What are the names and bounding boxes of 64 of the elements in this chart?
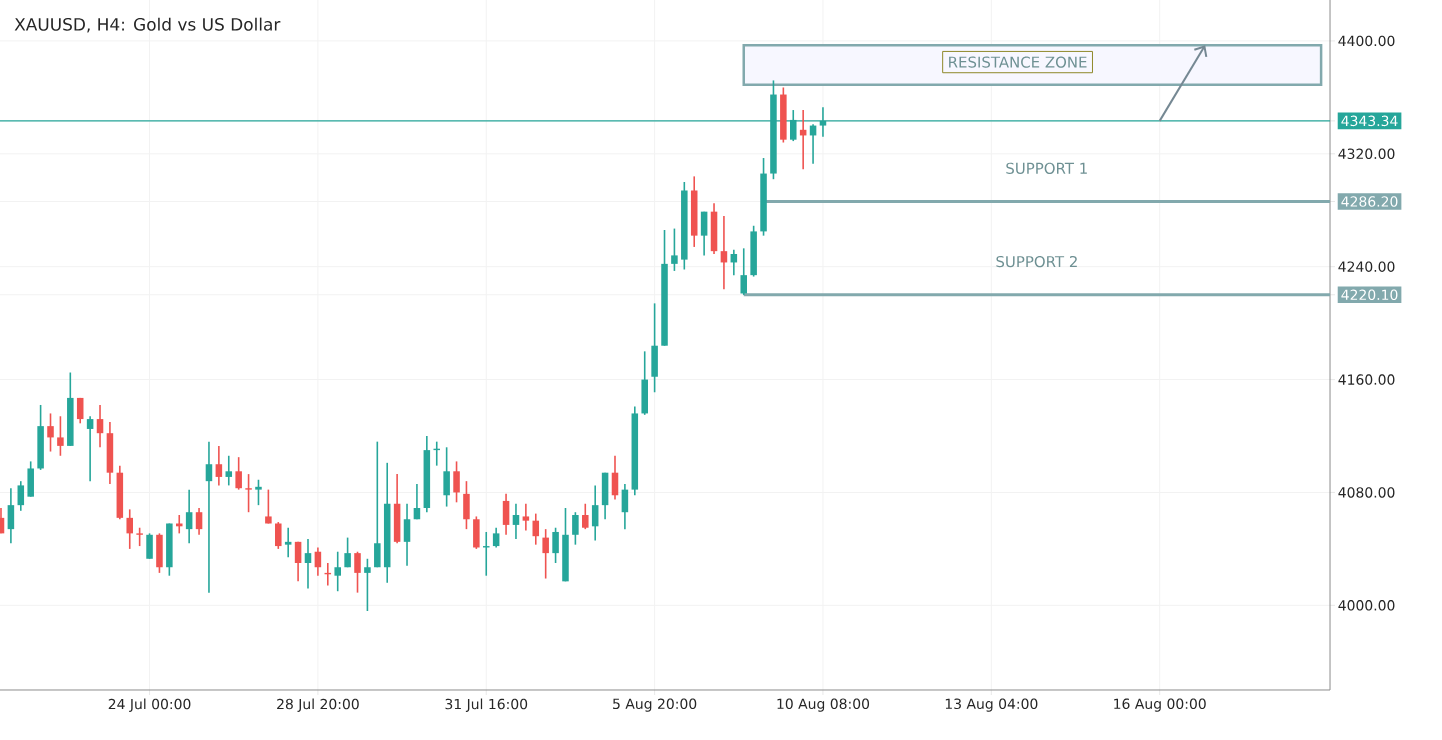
candlestick [96,404,104,449]
candlestick [582,502,589,530]
band-label: RESISTANCE ZONE [949,56,1087,68]
y-tick-label: 4080.00 [1338,487,1395,498]
y-tick-label: 4320.00 [1338,148,1395,160]
candlestick [245,473,252,514]
candlestick [126,508,133,550]
candlestick [591,484,599,542]
y-tick-label: 4160.00 [1338,374,1395,385]
candlestick [700,210,708,257]
candlestick [364,557,371,612]
candlestick [542,528,549,580]
candlestick [671,227,678,272]
y-tick-label: 4000.00 [1338,600,1395,611]
candlestick [136,526,143,547]
candlestick [284,526,292,559]
x-tick-label: 5 Aug 20:00 [613,698,697,712]
candlestick [47,412,54,453]
candlestick [334,550,341,593]
candlestick [512,502,520,540]
candlestick [502,493,510,536]
x-tick-label: 13 Aug 04:00 [945,698,1038,712]
candlestick [7,487,15,545]
candlestick [374,440,381,569]
x-tick-label: 24 Jul 00:00 [108,698,191,712]
candlestick [552,526,559,564]
candlestick [235,456,242,491]
candlestick [57,415,64,457]
y-tick-label: 4286.20 [1341,196,1398,207]
candlestick [275,521,282,550]
ref-line-label: SUPPORT 1 [1006,162,1087,174]
candlestick [175,514,183,535]
candlestick [294,541,302,583]
candlestick [195,507,203,536]
candlestick [740,247,748,296]
ref-line-label: SUPPORT 2 [996,255,1077,268]
x-tick-label: 16 Aug 00:00 [1114,698,1206,712]
candlestick [344,536,351,569]
x-tick-label: 31 Jul 16:00 [445,698,528,712]
candlestick [443,446,450,508]
candlestick [86,415,94,482]
candlestick [146,532,153,560]
candlestick [492,526,500,549]
x-tick-label: 10 Aug 08:00 [777,698,870,712]
candlestick [354,550,361,594]
candlestick [215,445,223,487]
y-tick-label: 4220.10 [1341,289,1398,301]
candlestick [403,502,411,567]
x-tick-label: 28 Jul 20:00 [277,698,359,712]
candlestick [205,440,213,594]
candlestick [17,480,25,512]
candlestick [255,478,262,506]
text: XAUUSD, H4: Gold vs US Dollar [14,17,281,33]
candlestick [265,488,272,525]
candlestick [225,454,233,487]
candlestick [185,488,193,545]
y-tick-label: 4343.34 [1341,115,1398,127]
y-tick-label: 4400.00 [1338,35,1395,47]
candlestick [76,397,84,425]
candlestick [304,538,312,590]
y-tick-label: 4240.00 [1338,261,1395,272]
candlestick [522,502,530,532]
candlestick [572,511,579,546]
candlestick [453,460,460,504]
